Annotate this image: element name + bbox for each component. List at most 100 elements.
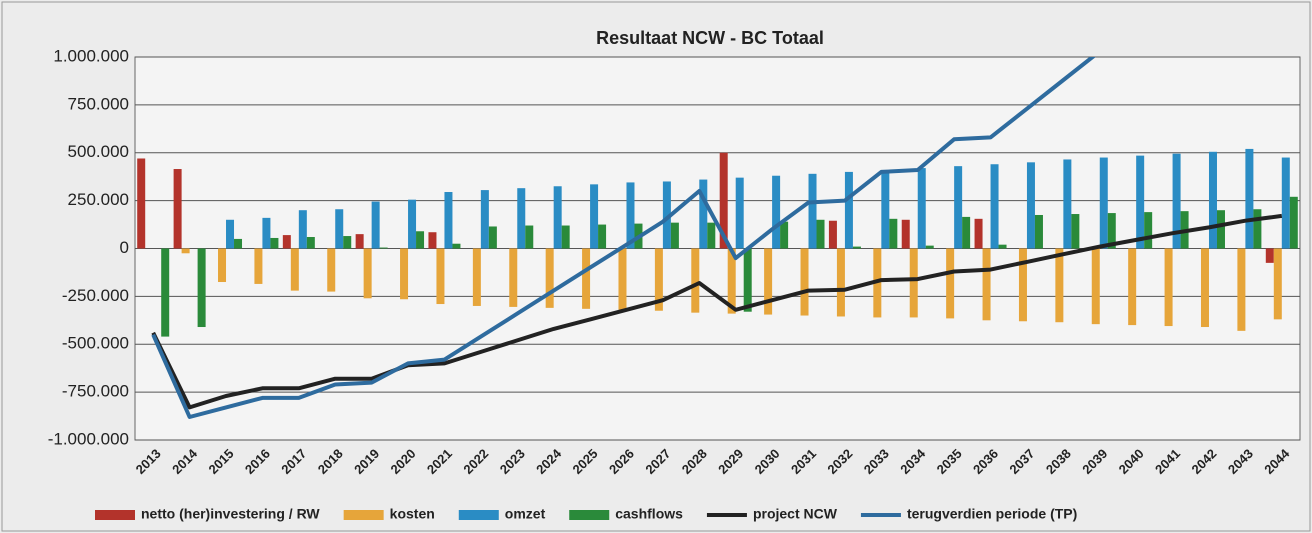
bar xyxy=(234,238,243,249)
legend-swatch xyxy=(458,510,499,520)
bar xyxy=(1136,155,1145,249)
bar xyxy=(662,181,671,249)
bar xyxy=(1172,153,1181,249)
bar xyxy=(161,248,170,337)
legend-label: cashflows xyxy=(615,506,683,522)
bar xyxy=(626,182,635,249)
bar xyxy=(371,201,380,249)
bar xyxy=(1208,151,1217,249)
bar xyxy=(590,184,599,249)
bar xyxy=(719,152,728,249)
bar xyxy=(480,190,489,249)
bar xyxy=(262,217,271,249)
bar xyxy=(254,248,263,284)
bar xyxy=(1128,248,1137,326)
bar xyxy=(764,248,773,315)
bar xyxy=(1091,248,1100,325)
bar xyxy=(509,248,518,307)
bar xyxy=(998,244,1007,249)
bar xyxy=(218,248,227,283)
bar xyxy=(1245,148,1254,249)
legend-label: terugverdien periode (TP) xyxy=(907,506,1077,522)
bar xyxy=(598,224,607,249)
chart-title: Resultaat NCW - BC Totaal xyxy=(596,28,824,48)
bar xyxy=(472,248,481,306)
y-tick-label: 0 xyxy=(120,238,129,257)
bar xyxy=(1055,248,1064,323)
y-tick-label: -750.000 xyxy=(62,382,129,401)
bar xyxy=(173,169,182,249)
bar xyxy=(816,219,825,249)
bar xyxy=(444,192,453,249)
bar xyxy=(428,232,437,249)
bar xyxy=(707,222,716,249)
bar xyxy=(962,216,971,249)
y-tick-label: 1.000.000 xyxy=(53,46,129,65)
y-tick-label: 250.000 xyxy=(68,190,129,209)
legend-label: omzet xyxy=(505,506,546,522)
bar xyxy=(436,248,445,305)
bar xyxy=(517,188,526,249)
bar xyxy=(561,225,570,249)
bar xyxy=(881,169,890,249)
bar xyxy=(181,248,190,254)
bar xyxy=(954,166,963,249)
bar xyxy=(990,164,999,249)
bar xyxy=(525,225,534,249)
bar xyxy=(727,248,736,314)
legend-swatch xyxy=(95,510,135,520)
bar xyxy=(355,234,364,249)
bar xyxy=(1281,157,1290,249)
bar xyxy=(1018,248,1027,322)
bar xyxy=(844,171,853,249)
bar xyxy=(226,219,235,249)
bar xyxy=(852,246,861,249)
bar xyxy=(452,243,461,249)
bar xyxy=(654,248,663,311)
legend-swatch xyxy=(569,510,610,520)
bar xyxy=(1144,212,1153,249)
bar xyxy=(400,248,409,300)
bar xyxy=(197,248,206,328)
bar xyxy=(670,222,679,249)
bar xyxy=(290,248,299,291)
bar xyxy=(909,248,918,318)
line xyxy=(151,213,1283,410)
bar xyxy=(1253,209,1262,249)
legend-label: kosten xyxy=(390,506,435,522)
bar xyxy=(699,179,708,249)
bar xyxy=(298,210,307,249)
bar xyxy=(1273,248,1282,320)
bar xyxy=(780,221,789,249)
bar xyxy=(974,218,983,249)
bar xyxy=(800,248,809,316)
bar xyxy=(270,237,279,249)
bar xyxy=(618,248,627,310)
bar xyxy=(1289,196,1298,249)
bar xyxy=(379,247,388,249)
bar xyxy=(1063,159,1072,249)
bar xyxy=(1071,214,1080,249)
bar xyxy=(363,248,372,299)
bar xyxy=(327,248,336,292)
y-tick-label: -1.000.000 xyxy=(48,429,129,448)
bar xyxy=(416,231,425,249)
bar xyxy=(582,248,591,309)
bar xyxy=(828,220,837,249)
bar xyxy=(917,168,926,249)
bar xyxy=(1107,213,1116,249)
legend-swatch xyxy=(343,510,384,520)
bar xyxy=(488,226,497,249)
bar xyxy=(982,248,991,321)
y-tick-label: -500.000 xyxy=(62,334,129,353)
bar xyxy=(889,218,898,249)
bar xyxy=(925,245,934,249)
bar xyxy=(545,248,554,308)
bar xyxy=(743,248,752,312)
y-tick-label: 500.000 xyxy=(68,142,129,161)
bar xyxy=(1099,157,1108,249)
bar xyxy=(901,219,910,249)
bar xyxy=(1034,214,1043,249)
bar xyxy=(946,248,955,319)
